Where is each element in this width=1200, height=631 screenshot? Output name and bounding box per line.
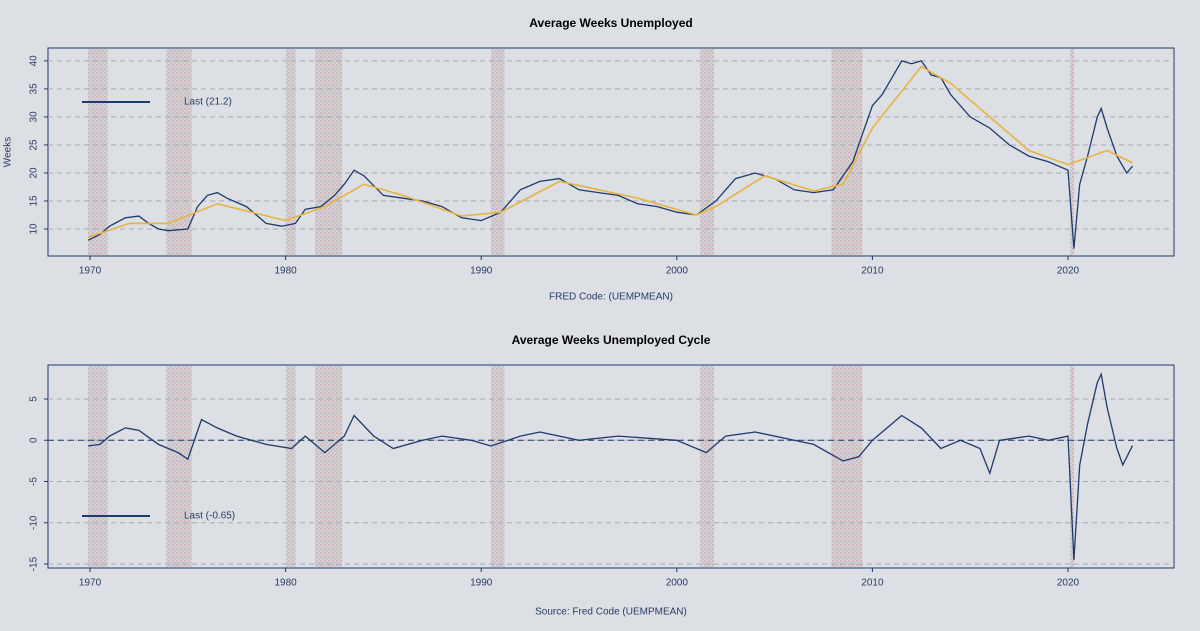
legend-label: Last (-0.65) (184, 511, 235, 522)
plot-area (47, 47, 1175, 257)
x-axis-label: FRED Code: (UEMPMEAN) (549, 292, 673, 303)
recession-band (831, 49, 863, 255)
recession-band (1069, 49, 1074, 255)
x-tick-label: 2000 (666, 578, 689, 589)
recession-band (285, 366, 296, 567)
recession-band (491, 366, 505, 567)
recession-band (166, 49, 192, 255)
y-axis-label: Weeks (3, 137, 14, 167)
recession-band (88, 49, 108, 255)
recession-band (314, 366, 343, 567)
y-tick-label: -15 (29, 556, 40, 571)
data-line (87, 65, 1133, 239)
x-tick-label: 2010 (861, 578, 884, 589)
data-line (87, 60, 1133, 249)
x-axis-label: Source: Fred Code (UEMPMEAN) (535, 607, 687, 618)
x-tick-label: 2020 (1057, 578, 1080, 589)
recession-band (700, 49, 714, 255)
x-tick-label: 1980 (275, 578, 298, 589)
data-line (88, 372, 1134, 560)
y-tick-label: 30 (29, 111, 40, 123)
x-tick-label: 1990 (470, 578, 493, 589)
x-tick-label: 1970 (79, 578, 102, 589)
recession-band (285, 49, 296, 255)
y-tick-label: 15 (29, 195, 40, 207)
x-tick-label: 2000 (666, 266, 689, 277)
x-tick-label: 2010 (861, 266, 884, 277)
y-tick-label: 40 (29, 55, 40, 67)
legend-label: Last (21.2) (184, 97, 232, 108)
recession-band (314, 49, 343, 255)
chart-title: Average Weeks Unemployed Cycle (512, 333, 711, 347)
y-tick-label: 20 (29, 167, 40, 179)
y-tick-label: -5 (29, 477, 40, 486)
recession-band (831, 366, 863, 567)
y-tick-label: 0 (29, 437, 40, 443)
recession-band (166, 366, 192, 567)
chart-title: Average Weeks Unemployed (529, 16, 692, 30)
x-tick-label: 1980 (275, 266, 298, 277)
x-tick-label: 2020 (1057, 266, 1080, 277)
y-tick-label: 5 (29, 396, 40, 402)
y-tick-label: 35 (29, 83, 40, 95)
y-tick-label: -10 (29, 515, 40, 530)
plot-area (47, 364, 1175, 569)
recession-band (88, 366, 108, 567)
y-tick-label: 10 (29, 223, 40, 235)
recession-band (491, 49, 505, 255)
x-tick-label: 1990 (470, 266, 493, 277)
recession-band (700, 366, 714, 567)
y-tick-label: 25 (29, 139, 40, 151)
recession-band (1069, 366, 1074, 567)
x-tick-label: 1970 (79, 266, 102, 277)
